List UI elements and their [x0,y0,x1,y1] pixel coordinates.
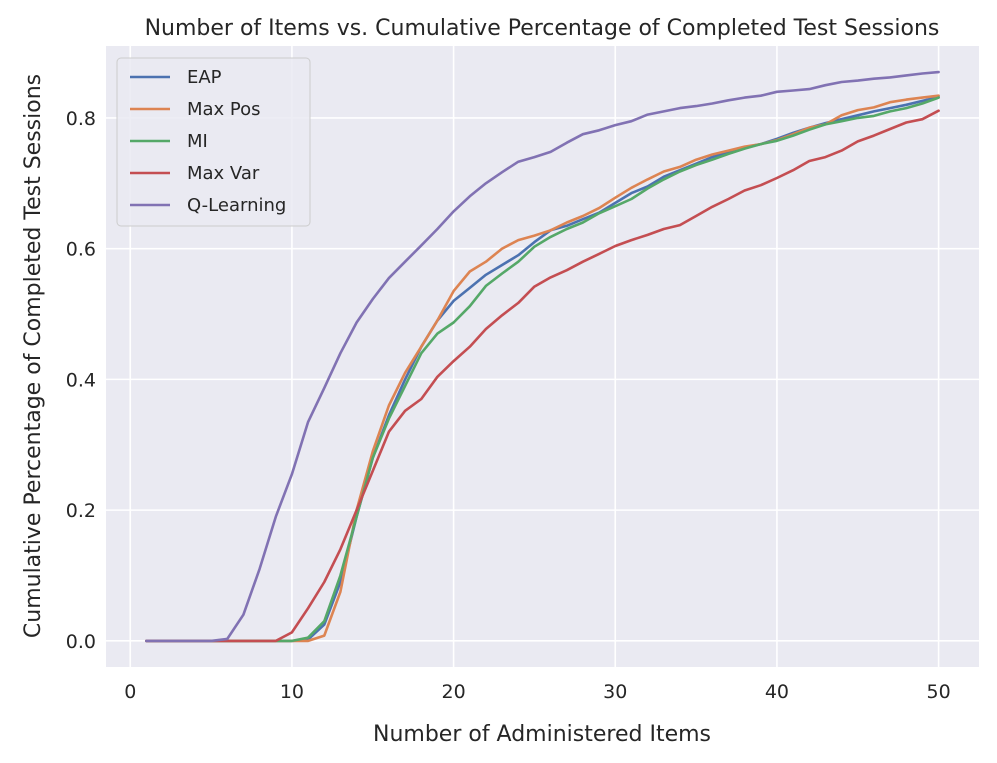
legend-label-mi: MI [187,131,208,152]
series-lines [145,70,940,643]
legend: EAP Max Pos MI Max Var Q-Learning [116,57,311,227]
x-tick-label: 10 [280,681,304,703]
x-axis-label: Number of Administered Items [373,722,711,747]
legend-label-q-learning: Q-Learning [187,195,286,216]
chart-title: Number of Items vs. Cumulative Percentag… [145,16,940,41]
x-tick-label: 50 [926,681,950,703]
grid-lines [106,46,979,667]
x-tick-label: 30 [603,681,627,703]
legend-box [116,57,311,227]
legend-label-max-var: Max Var [187,163,260,184]
y-axis-label: Cumulative Percentage of Completed Test … [21,74,46,638]
y-tick-label: 0.0 [66,631,96,653]
x-tick-label: 20 [441,681,465,703]
y-tick-label: 0.4 [66,369,96,391]
y-tick-label: 0.2 [66,500,96,522]
x-axis-ticks: 0 10 20 30 40 50 [124,681,950,703]
x-tick-label: 0 [124,681,136,703]
y-tick-label: 0.6 [66,239,96,261]
y-tick-label: 0.8 [66,108,96,130]
legend-label-max-pos: Max Pos [187,99,261,120]
x-tick-label: 40 [765,681,789,703]
series-line-max-var [145,109,940,643]
series-line-q-learning [145,70,940,643]
legend-label-eap: EAP [187,67,222,88]
y-axis-ticks: 0.0 0.2 0.4 0.6 0.8 [66,108,96,653]
